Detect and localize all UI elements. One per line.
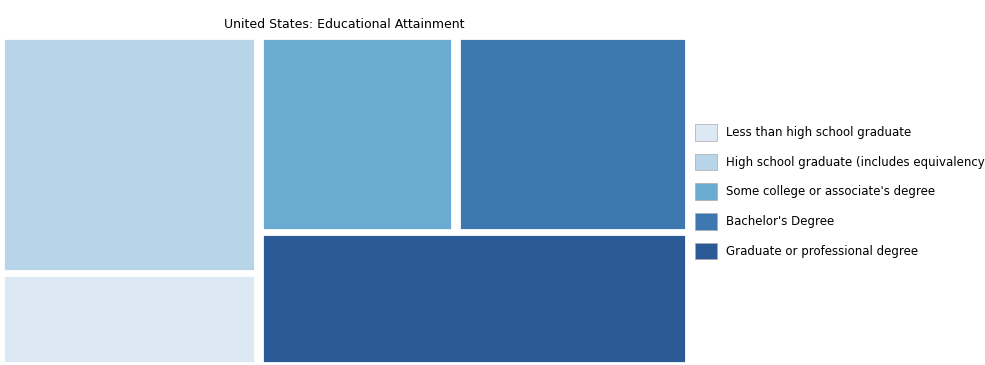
FancyBboxPatch shape <box>262 234 686 364</box>
FancyBboxPatch shape <box>459 38 687 230</box>
FancyBboxPatch shape <box>4 274 255 364</box>
FancyBboxPatch shape <box>262 38 451 230</box>
Text: United States: Educational Attainment: United States: Educational Attainment <box>225 18 465 31</box>
Legend: Less than high school graduate, High school graduate (includes equivalency), Som: Less than high school graduate, High sch… <box>695 124 985 260</box>
FancyBboxPatch shape <box>4 38 255 271</box>
